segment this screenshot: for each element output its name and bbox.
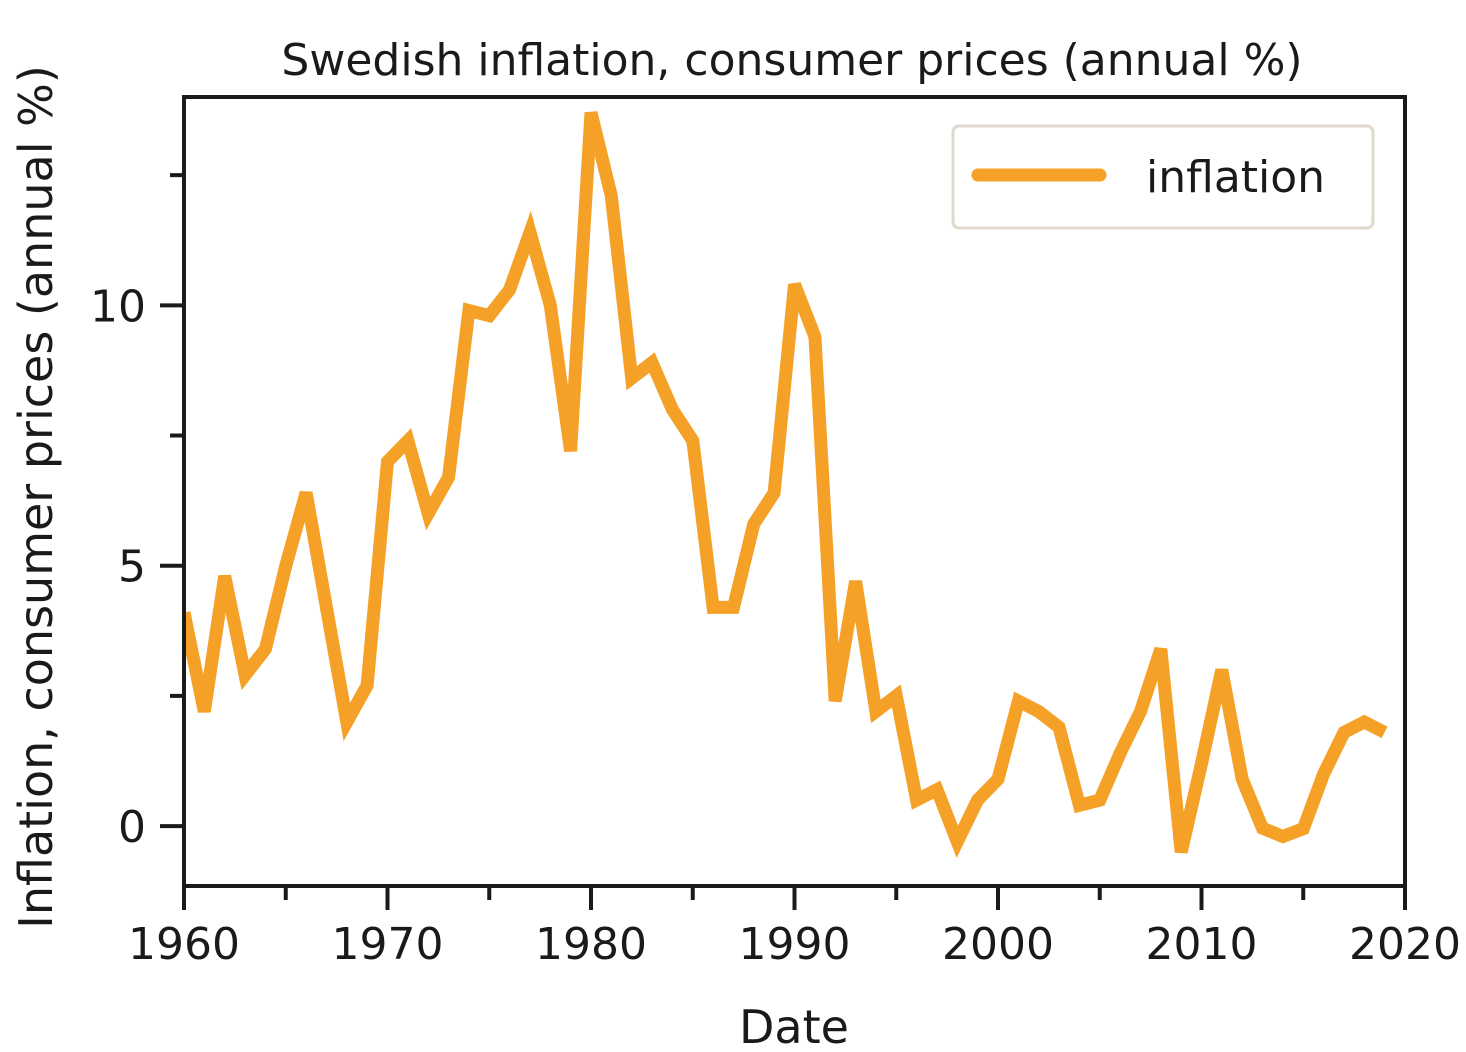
plot-frame xyxy=(182,95,1407,888)
x-tick-label: 2000 xyxy=(942,919,1054,970)
x-tick-label: 2020 xyxy=(1349,919,1461,970)
y-tick-label: 0 xyxy=(118,802,146,853)
y-axis-ticks: 0 5 10 xyxy=(90,173,184,853)
legend: inflation xyxy=(951,124,1375,230)
x-axis-label: Date xyxy=(739,1000,849,1052)
x-tick-label: 2010 xyxy=(1146,919,1258,970)
chart-title: Swedish inflation, consumer prices (annu… xyxy=(281,35,1302,86)
x-tick-label: 1960 xyxy=(128,919,240,970)
y-tick-label: 10 xyxy=(90,281,146,332)
x-tick-label: 1980 xyxy=(535,919,647,970)
x-tick-label: 1970 xyxy=(332,919,444,970)
x-tick-label: 1990 xyxy=(739,919,851,970)
legend-label-inflation: inflation xyxy=(1146,152,1325,203)
y-axis-label: Inflation, consumer prices (annual %) xyxy=(9,65,63,929)
legend-box xyxy=(951,124,1375,230)
x-axis-ticks: 1960 1970 1980 1990 2000 2010 2020 xyxy=(128,886,1461,970)
series-line-inflation xyxy=(184,111,1388,858)
y-tick-label: 5 xyxy=(118,542,146,593)
